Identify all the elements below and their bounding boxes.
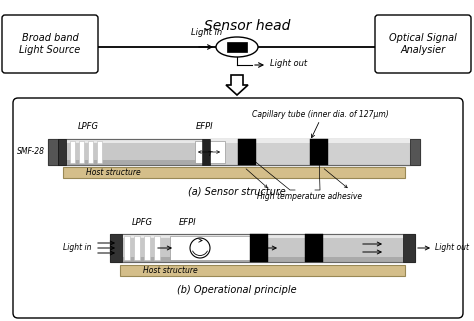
Bar: [154, 236, 160, 260]
FancyBboxPatch shape: [13, 98, 463, 318]
FancyArrow shape: [226, 75, 248, 95]
Bar: [202, 139, 210, 165]
Bar: [88, 141, 93, 163]
FancyBboxPatch shape: [375, 15, 471, 73]
Bar: [227, 42, 247, 52]
Bar: [110, 234, 415, 262]
Text: Light in: Light in: [64, 244, 92, 253]
Text: Broad band
Light Source: Broad band Light Source: [19, 33, 81, 55]
Text: SMF-28: SMF-28: [17, 148, 45, 157]
Bar: [210, 139, 410, 143]
Bar: [310, 139, 328, 165]
Bar: [48, 139, 58, 165]
Text: High temperature adhesive: High temperature adhesive: [257, 192, 363, 201]
Text: Host structure: Host structure: [86, 168, 140, 177]
Text: Light in: Light in: [191, 28, 223, 37]
Text: Light out: Light out: [270, 58, 307, 67]
Bar: [48, 139, 420, 165]
Bar: [97, 141, 102, 163]
Text: Light out: Light out: [435, 244, 469, 253]
Bar: [110, 257, 415, 262]
Text: (a) Sensor structure: (a) Sensor structure: [188, 187, 286, 197]
Bar: [48, 139, 420, 143]
Bar: [48, 160, 420, 165]
Bar: [48, 139, 420, 165]
Text: Host structure: Host structure: [143, 266, 197, 275]
Bar: [110, 234, 122, 262]
Bar: [170, 236, 255, 260]
Bar: [144, 236, 150, 260]
Text: LPFG: LPFG: [131, 218, 153, 227]
Bar: [120, 265, 405, 276]
Bar: [305, 234, 323, 262]
Bar: [70, 141, 75, 163]
Bar: [124, 236, 130, 260]
Circle shape: [190, 238, 210, 258]
Bar: [5, 18, 95, 70]
Bar: [63, 167, 405, 178]
Bar: [238, 139, 256, 165]
Text: EFPI: EFPI: [196, 122, 214, 131]
Bar: [110, 234, 415, 238]
Bar: [410, 139, 420, 165]
Bar: [79, 141, 84, 163]
Bar: [210, 139, 410, 165]
Bar: [250, 234, 268, 262]
Bar: [195, 141, 225, 163]
Text: LPFG: LPFG: [78, 122, 99, 131]
Bar: [110, 234, 415, 262]
FancyBboxPatch shape: [2, 15, 98, 73]
Ellipse shape: [216, 37, 258, 57]
Text: Optical Signal
Analysier: Optical Signal Analysier: [389, 33, 457, 55]
Text: (b) Operational principle: (b) Operational principle: [177, 285, 297, 295]
Bar: [58, 139, 66, 165]
Text: T: T: [208, 151, 212, 157]
Bar: [403, 234, 415, 262]
Text: Capillary tube (inner dia. of 127μm): Capillary tube (inner dia. of 127μm): [252, 110, 388, 119]
Bar: [134, 236, 140, 260]
Text: EFPI: EFPI: [179, 218, 197, 227]
Text: Sensor head: Sensor head: [204, 19, 290, 33]
